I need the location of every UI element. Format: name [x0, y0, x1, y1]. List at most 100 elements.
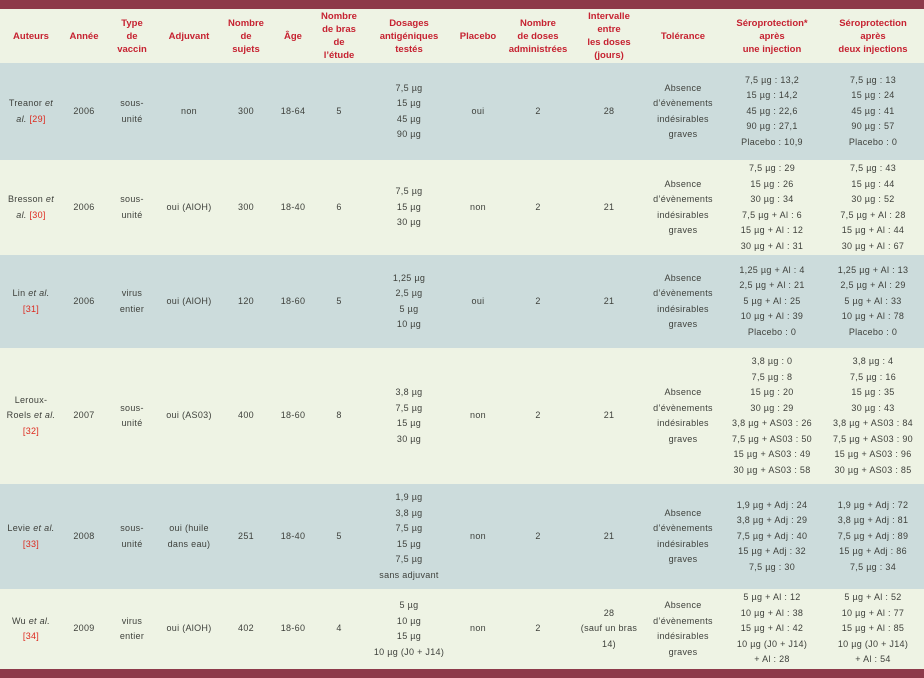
cell-seroprotection-two: 3,8 µg : 4 7,5 µg : 16 15 µg : 35 30 µg …: [822, 348, 924, 484]
cell-placebo: non: [454, 348, 502, 484]
col-header-annee: Année: [62, 9, 106, 63]
cell-doses: 2: [502, 348, 574, 484]
cell-vaccine-type: sous- unité: [106, 484, 158, 589]
cell-year: 2009: [62, 589, 106, 669]
cell-subjects: 300: [220, 160, 272, 255]
cell-subjects: 402: [220, 589, 272, 669]
table-row: Lin et al. [31] 2006 virus entier oui (A…: [0, 255, 924, 348]
cell-tolerance: Absence d’évènements indésirables graves: [644, 63, 722, 160]
cell-arms: 6: [314, 160, 364, 255]
cell-seroprotection-two: 7,5 µg : 13 15 µg : 24 45 µg : 41 90 µg …: [822, 63, 924, 160]
cell-year: 2006: [62, 160, 106, 255]
col-header-nb-bras: Nombre de bras de l’étude: [314, 9, 364, 63]
cell-seroprotection-two: 5 µg + Al : 52 10 µg + Al : 77 15 µg + A…: [822, 589, 924, 669]
cell-adjuvant: non: [158, 63, 220, 160]
col-header-seroprotection-1: Séroprotection* après une injection: [722, 9, 822, 63]
citation-ref: [32]: [22, 425, 40, 436]
table-row: Wu et al. [34] 2009 virus entier oui (Al…: [0, 589, 924, 669]
author-name: Bresson: [7, 194, 44, 204]
cell-placebo: oui: [454, 255, 502, 348]
cell-seroprotection-one: 3,8 µg : 0 7,5 µg : 8 15 µg : 20 30 µg :…: [722, 348, 822, 484]
cell-interval: 21: [574, 348, 644, 484]
cell-seroprotection-one: 7,5 µg : 13,2 15 µg : 14,2 45 µg : 22,6 …: [722, 63, 822, 160]
table-row: Leroux-Roels et al. [32] 2007 sous- unit…: [0, 348, 924, 484]
author-etal: et al.: [33, 523, 55, 533]
cell-seroprotection-two: 1,9 µg + Adj : 72 3,8 µg + Adj : 81 7,5 …: [822, 484, 924, 589]
cell-doses: 2: [502, 255, 574, 348]
cell-dosages: 1,25 µg 2,5 µg 5 µg 10 µg: [364, 255, 454, 348]
author-name: Leroux-Roels: [6, 394, 48, 421]
cell-seroprotection-one: 5 µg + Al : 12 10 µg + Al : 38 15 µg + A…: [722, 589, 822, 669]
cell-seroprotection-two: 7,5 µg : 43 15 µg : 44 30 µg : 52 7,5 µg…: [822, 160, 924, 255]
cell-doses: 2: [502, 63, 574, 160]
cell-dosages: 1,9 µg 3,8 µg 7,5 µg 15 µg 7,5 µg sans a…: [364, 484, 454, 589]
cell-year: 2008: [62, 484, 106, 589]
author-etal: et al.: [28, 615, 51, 626]
table-top-border: [0, 0, 924, 9]
header-row: Auteurs Année Type de vaccin Adjuvant No…: [0, 9, 924, 63]
cell-age: 18-40: [272, 484, 314, 589]
cell-doses: 2: [502, 589, 574, 669]
cell-age: 18-64: [272, 63, 314, 160]
cell-interval: 28 (sauf un bras 14): [574, 589, 644, 669]
col-header-seroprotection-2: Séroprotection après deux injections: [822, 9, 924, 63]
col-header-nb-doses: Nombre de doses administrées: [502, 9, 574, 63]
cell-tolerance: Absence d’évènements indésirables graves: [644, 484, 722, 589]
col-header-dosages: Dosages antigéniques testés: [364, 9, 454, 63]
cell-seroprotection-one: 1,9 µg + Adj : 24 3,8 µg + Adj : 29 7,5 …: [722, 484, 822, 589]
cell-adjuvant: oui (AlOH): [158, 589, 220, 669]
cell-year: 2006: [62, 255, 106, 348]
cell-authors: Lin et al. [31]: [0, 255, 62, 348]
cell-interval: 21: [574, 160, 644, 255]
citation-ref: [29]: [29, 113, 46, 124]
cell-placebo: non: [454, 484, 502, 589]
col-header-auteurs: Auteurs: [0, 9, 62, 63]
cell-adjuvant: oui (AlOH): [158, 255, 220, 348]
table-row: Levie et al. [33] 2008 sous- unité oui (…: [0, 484, 924, 589]
cell-arms: 5: [314, 255, 364, 348]
author-name: Treanor: [8, 98, 43, 108]
study-table: Auteurs Année Type de vaccin Adjuvant No…: [0, 9, 924, 669]
citation-ref: [34]: [22, 631, 40, 641]
author-name: Lin: [12, 288, 26, 298]
cell-age: 18-40: [272, 160, 314, 255]
author-name: Wu: [11, 615, 26, 626]
cell-subjects: 120: [220, 255, 272, 348]
cell-subjects: 251: [220, 484, 272, 589]
cell-seroprotection-one: 7,5 µg : 29 15 µg : 26 30 µg : 34 7,5 µg…: [722, 160, 822, 255]
cell-arms: 5: [314, 63, 364, 160]
citation-ref: [33]: [22, 538, 40, 549]
cell-adjuvant: oui (AlOH): [158, 160, 220, 255]
cell-authors: Treanor et al. [29]: [0, 63, 62, 160]
cell-vaccine-type: sous- unité: [106, 160, 158, 255]
cell-authors: Leroux-Roels et al. [32]: [0, 348, 62, 484]
cell-arms: 8: [314, 348, 364, 484]
cell-arms: 4: [314, 589, 364, 669]
cell-tolerance: Absence d’évènements indésirables graves: [644, 348, 722, 484]
cell-adjuvant: oui (AS03): [158, 348, 220, 484]
table-bottom-border: [0, 669, 924, 678]
cell-year: 2006: [62, 63, 106, 160]
cell-doses: 2: [502, 160, 574, 255]
cell-tolerance: Absence d’évènements indésirables graves: [644, 589, 722, 669]
cell-authors: Bresson et al. [30]: [0, 160, 62, 255]
citation-ref: [31]: [22, 303, 40, 314]
cell-dosages: 5 µg 10 µg 15 µg 10 µg (J0 + J14): [364, 589, 454, 669]
cell-placebo: oui: [454, 63, 502, 160]
cell-seroprotection-one: 1,25 µg + Al : 4 2,5 µg + Al : 21 5 µg +…: [722, 255, 822, 348]
cell-interval: 28: [574, 63, 644, 160]
cell-vaccine-type: sous- unité: [106, 348, 158, 484]
cell-placebo: non: [454, 160, 502, 255]
cell-subjects: 300: [220, 63, 272, 160]
cell-subjects: 400: [220, 348, 272, 484]
col-header-nb-sujets: Nombre de sujets: [220, 9, 272, 63]
col-header-tolerance: Tolérance: [644, 9, 722, 63]
citation-ref: [30]: [29, 209, 46, 220]
col-header-intervalle: Intervalle entre les doses (jours): [574, 9, 644, 63]
col-header-age: Âge: [272, 9, 314, 63]
cell-age: 18-60: [272, 348, 314, 484]
cell-vaccine-type: virus entier: [106, 589, 158, 669]
author-etal: et al.: [16, 98, 54, 124]
cell-vaccine-type: sous- unité: [106, 63, 158, 160]
